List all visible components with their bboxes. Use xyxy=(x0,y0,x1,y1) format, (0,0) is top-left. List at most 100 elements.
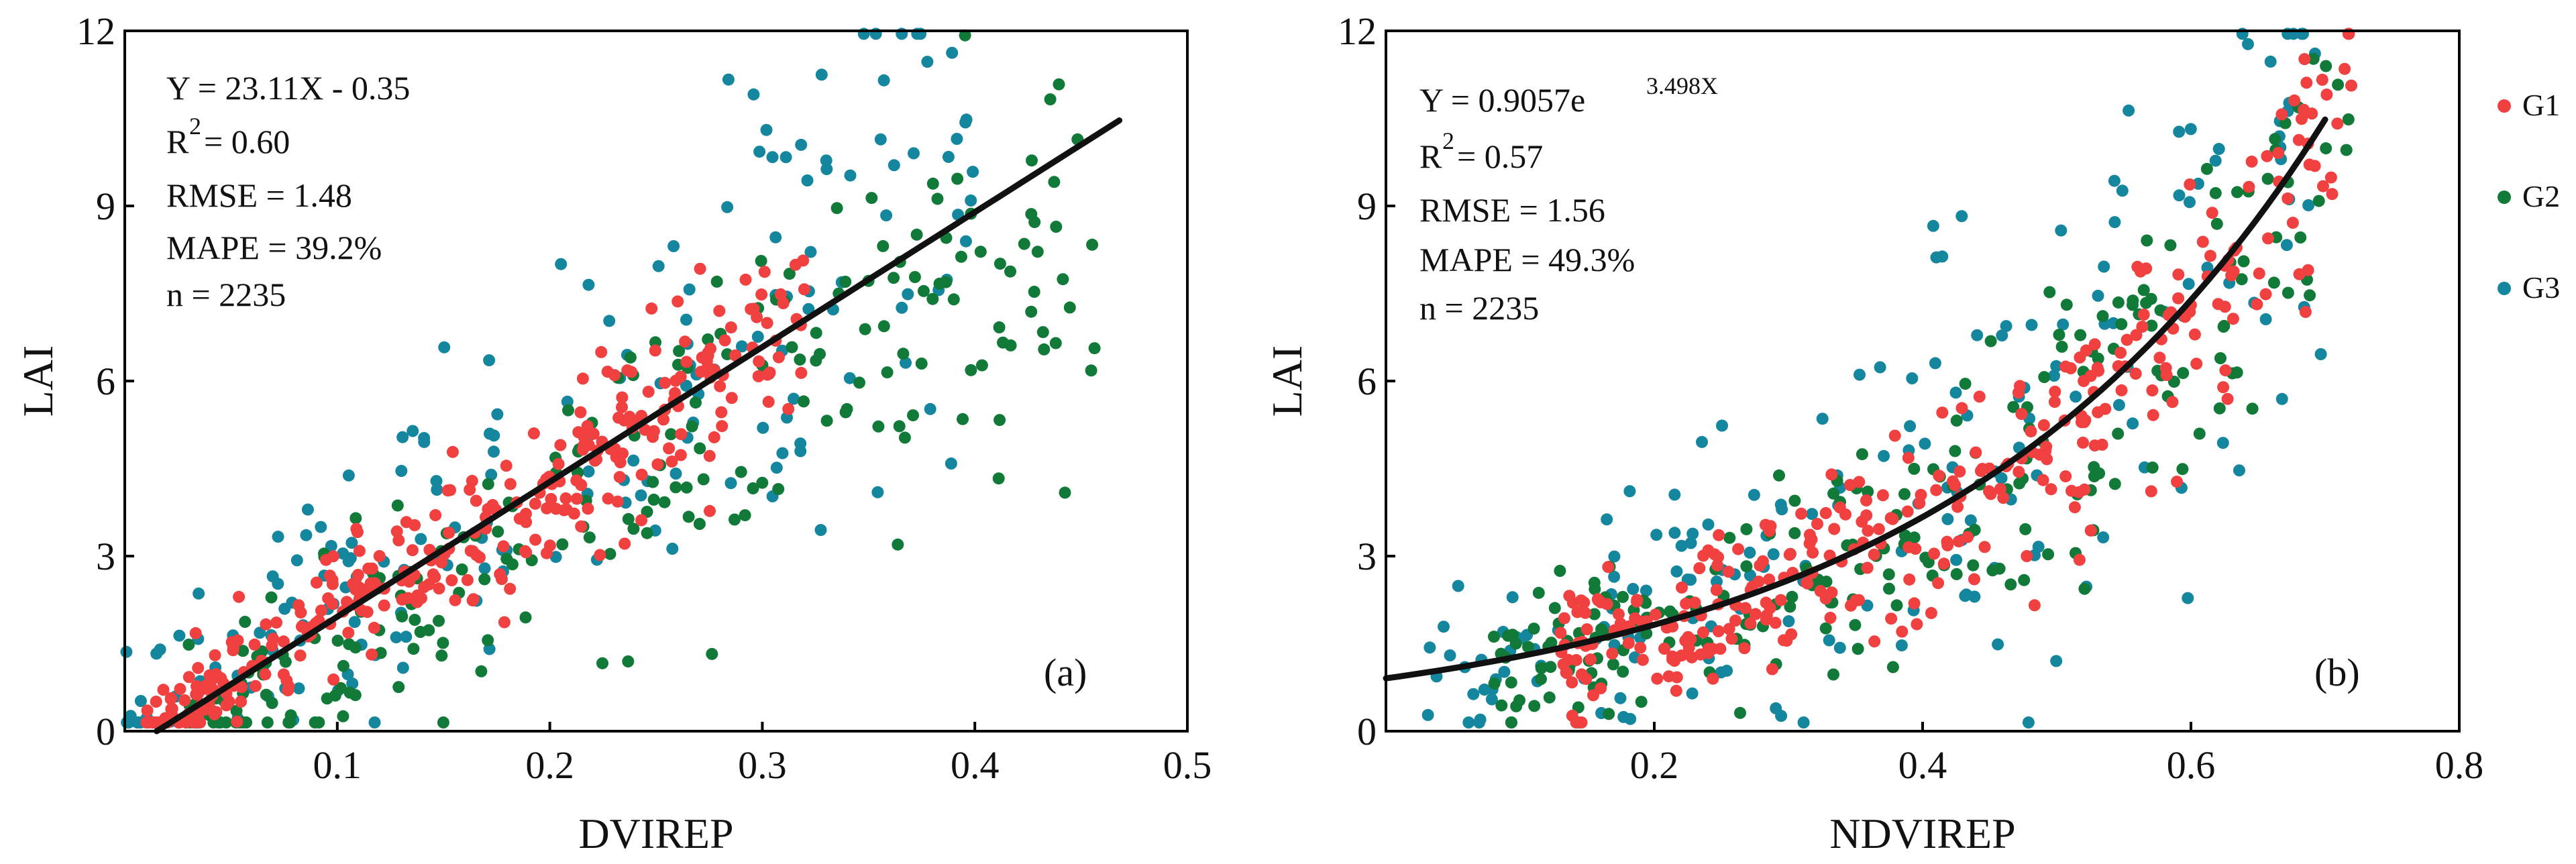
point-g2 xyxy=(396,610,409,623)
point-g2 xyxy=(682,510,695,523)
point-g1 xyxy=(616,391,629,404)
y-tick-label: 3 xyxy=(1357,535,1377,578)
point-g2 xyxy=(1664,605,1676,618)
point-g1 xyxy=(1825,468,1838,481)
point-g2 xyxy=(435,649,448,662)
point-g1 xyxy=(2331,117,2344,130)
point-g1 xyxy=(1953,465,1966,478)
point-g3 xyxy=(1927,219,1939,232)
point-g3 xyxy=(766,151,779,164)
point-g1 xyxy=(2037,419,2050,431)
point-g2 xyxy=(665,428,678,441)
point-g1 xyxy=(1885,612,1898,625)
point-g1 xyxy=(323,570,336,582)
panel-a-stats: Y = 23.11X - 0.35 R 2 = 0.60 RMSE = 1.48… xyxy=(166,69,410,313)
point-g1 xyxy=(2299,306,2312,318)
point-g1 xyxy=(1888,429,1901,442)
point-g3 xyxy=(2092,289,2104,302)
point-g1 xyxy=(554,439,567,451)
point-g1 xyxy=(1884,512,1897,525)
point-g1 xyxy=(1908,597,1921,610)
panel-b-points xyxy=(1421,28,2357,728)
point-g1 xyxy=(1928,547,1941,560)
x-tick-label: 0.5 xyxy=(1163,743,1212,787)
point-g3 xyxy=(1452,580,1464,592)
point-g1 xyxy=(182,671,195,684)
point-g2 xyxy=(1635,696,1648,708)
point-g3 xyxy=(1623,485,1636,498)
point-g3 xyxy=(722,73,735,86)
point-g1 xyxy=(1612,608,1625,620)
point-g3 xyxy=(2242,38,2254,50)
point-g3 xyxy=(395,465,408,477)
point-g3 xyxy=(924,402,936,415)
point-g1 xyxy=(587,427,600,440)
point-g2 xyxy=(321,692,333,705)
point-g1 xyxy=(1932,577,1945,590)
point-g2 xyxy=(1053,78,1065,91)
point-g1 xyxy=(1722,565,1735,578)
point-g2 xyxy=(974,246,987,258)
point-g2 xyxy=(482,478,494,490)
point-g1 xyxy=(1795,507,1808,520)
point-g3 xyxy=(2112,398,2125,411)
point-g1 xyxy=(1902,451,1915,464)
point-g2 xyxy=(947,293,960,306)
point-g2 xyxy=(1773,469,1785,482)
point-g2 xyxy=(893,420,906,433)
point-g1 xyxy=(249,680,262,692)
point-g1 xyxy=(1862,525,1874,537)
point-g3 xyxy=(438,341,451,354)
x-tick-label: 0.4 xyxy=(951,743,1000,787)
point-g3 xyxy=(753,146,766,158)
point-g1 xyxy=(2037,474,2049,486)
point-g1 xyxy=(461,574,474,586)
point-g1 xyxy=(1783,548,1796,561)
point-g2 xyxy=(2213,402,2226,415)
point-g1 xyxy=(1752,576,1765,588)
point-g1 xyxy=(446,445,459,458)
point-g3 xyxy=(751,331,764,343)
point-g3 xyxy=(1833,641,1846,654)
point-g3 xyxy=(1743,569,1756,582)
point-g1 xyxy=(1676,581,1688,594)
point-g3 xyxy=(1797,716,1810,728)
point-g2 xyxy=(2177,367,2190,380)
point-g2 xyxy=(1572,701,1585,714)
point-g2 xyxy=(437,637,449,649)
point-g1 xyxy=(762,396,775,408)
point-g2 xyxy=(2235,273,2248,286)
point-g3 xyxy=(2173,189,2186,202)
point-g1 xyxy=(1911,618,1923,631)
point-g1 xyxy=(611,495,624,508)
point-g1 xyxy=(777,297,790,309)
point-g3 xyxy=(555,258,568,270)
point-g2 xyxy=(1543,691,1556,704)
point-g1 xyxy=(266,639,278,652)
point-g2 xyxy=(2060,299,2073,311)
panel-b-x-ticks: 0.2 0.4 0.6 0.8 xyxy=(1630,722,2483,787)
point-g3 xyxy=(478,562,491,575)
point-g2 xyxy=(1788,527,1801,539)
point-g2 xyxy=(1528,700,1541,712)
point-g3 xyxy=(2280,239,2293,252)
point-g1 xyxy=(2078,483,2091,496)
point-g2 xyxy=(1088,342,1101,355)
point-g1 xyxy=(645,302,658,315)
point-g3 xyxy=(342,555,355,568)
point-g2 xyxy=(926,292,939,305)
point-g3 xyxy=(1906,372,1919,384)
point-g2 xyxy=(1513,694,1525,706)
point-g3 xyxy=(342,469,355,482)
point-g2 xyxy=(1085,364,1097,377)
point-g1 xyxy=(1933,470,1945,482)
point-g1 xyxy=(1670,684,1682,697)
point-g1 xyxy=(1930,484,1943,496)
point-g2 xyxy=(279,655,292,668)
point-g3 xyxy=(491,408,504,421)
point-g2 xyxy=(993,321,1006,333)
point-g3 xyxy=(1929,357,1941,370)
point-g2 xyxy=(1819,622,1832,635)
point-g2 xyxy=(2332,78,2345,91)
point-g3 xyxy=(776,447,789,460)
